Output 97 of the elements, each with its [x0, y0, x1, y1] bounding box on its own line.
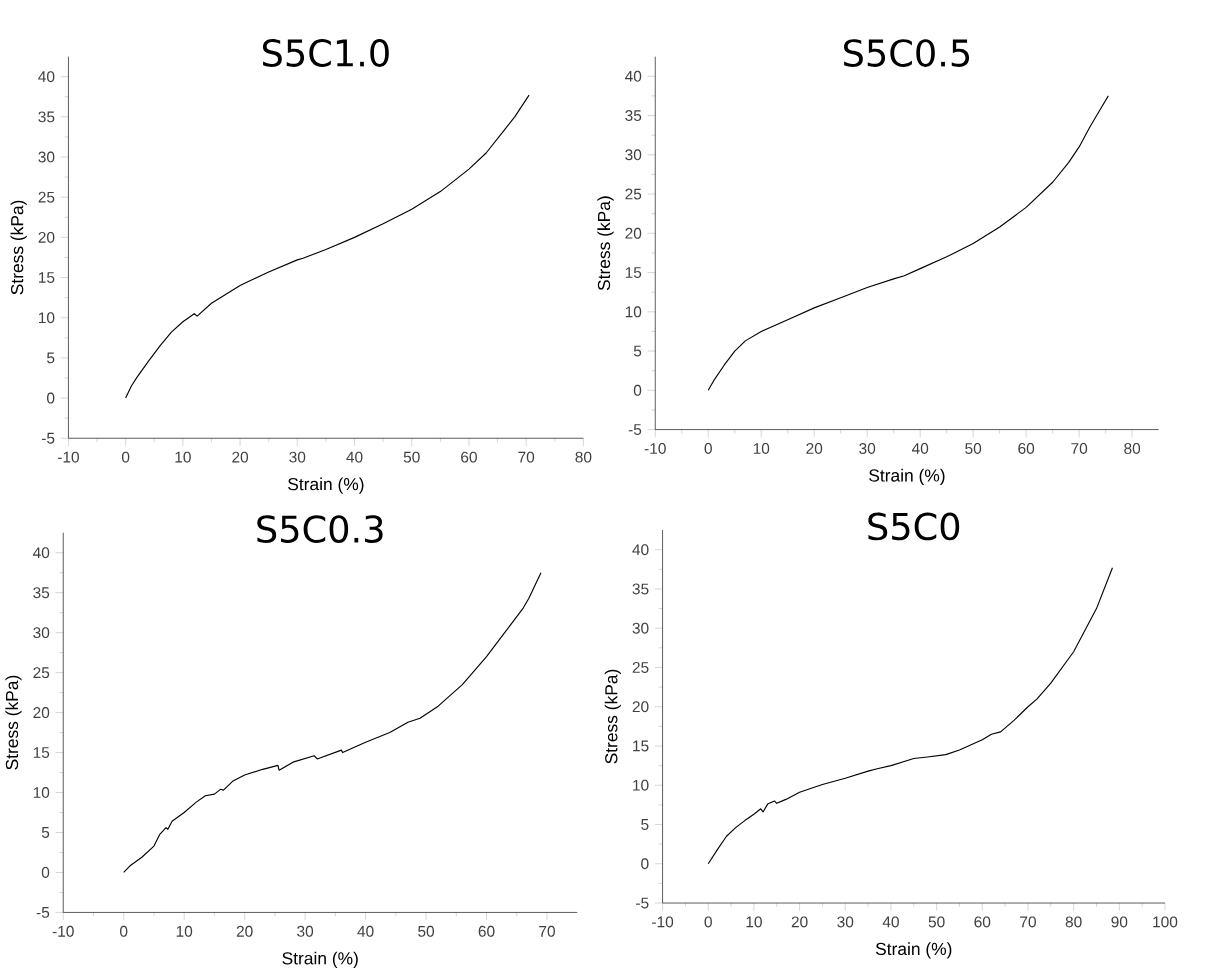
x-tick-label: 0	[120, 925, 128, 937]
x-tick-label: 80	[1065, 916, 1082, 928]
y-axis-title: Stress (kPa)	[5, 675, 22, 770]
x-tick-label: 30	[297, 925, 314, 937]
y-tick-label: 5	[41, 826, 50, 838]
y-axis-title: Stress (kPa)	[604, 669, 621, 764]
y-tick-label: 10	[633, 779, 649, 791]
x-tick-label: 30	[837, 916, 854, 928]
y-tick-label: -5	[36, 906, 50, 918]
x-tick-label: 60	[1018, 442, 1035, 454]
x-tick-label: 70	[1071, 442, 1088, 454]
y-tick-label: 5	[641, 818, 649, 830]
x-tick-label: 0	[121, 451, 130, 463]
y-tick-label: 20	[625, 227, 642, 239]
x-tick-label: -10	[644, 442, 666, 454]
x-tick-label: 10	[176, 925, 193, 937]
line-series	[707, 95, 1109, 391]
y-tick-label: 40	[38, 71, 55, 83]
y-tick-label: 15	[38, 272, 55, 283]
y-tick-label: 0	[641, 858, 649, 870]
y-tick-label: 30	[632, 622, 649, 634]
x-tick-label: 20	[791, 916, 808, 928]
x-tick-label: 80	[1124, 442, 1141, 454]
y-tick-label: 40	[32, 547, 50, 559]
y-tick-label: 0	[633, 384, 642, 396]
y-tick-label: 30	[38, 151, 55, 163]
y-tick-label: 40	[625, 70, 642, 82]
y-tick-label: 15	[33, 747, 50, 758]
line-series	[707, 567, 1114, 865]
x-tick-label: 0	[704, 442, 712, 454]
y-tick-label: -5	[41, 432, 55, 444]
y-tick-label: 25	[38, 191, 55, 203]
x-tick-label: 30	[289, 451, 306, 463]
x-tick-label: 10	[753, 442, 770, 454]
y-tick-label: 20	[38, 231, 55, 243]
y-tick-label: 35	[632, 583, 649, 595]
y-tick-label: 20	[33, 706, 50, 718]
x-tick-label: 20	[232, 451, 249, 463]
y-tick-label: 10	[33, 786, 50, 798]
y-tick-label: 25	[632, 661, 649, 673]
y-tick-label: 35	[33, 587, 50, 599]
x-tick-label: 70	[539, 925, 555, 937]
y-tick-label: 40	[632, 544, 649, 556]
x-tick-label: 0	[704, 916, 712, 928]
y-tick-label: -5	[628, 424, 642, 435]
chart-title: S5C0	[868, 512, 960, 541]
x-tick-label: 20	[236, 925, 253, 937]
x-tick-label: 70	[518, 451, 535, 463]
y-tick-label: 10	[625, 306, 642, 318]
x-tick-label: 50	[928, 916, 945, 928]
chart-title: S5C0.3	[257, 515, 383, 543]
y-tick-label: 5	[633, 345, 642, 357]
y-tick-label: 10	[38, 312, 55, 324]
y-tick-label: 5	[47, 352, 55, 364]
x-tick-label: 70	[1020, 916, 1036, 928]
x-tick-label: 50	[403, 451, 420, 463]
y-tick-label: 30	[33, 627, 50, 638]
x-axis-title: Strain (%)	[282, 951, 358, 968]
y-tick-label: 0	[47, 392, 55, 404]
line-series	[125, 94, 530, 399]
y-axis-title: Stress (kPa)	[10, 200, 27, 295]
x-tick-label: 40	[911, 442, 929, 454]
line-series	[123, 572, 542, 873]
y-tick-label: 20	[632, 701, 649, 713]
x-tick-label: 40	[357, 925, 374, 937]
y-axis-title: Stress (kPa)	[597, 196, 614, 291]
chart-title: S5C1.0	[262, 38, 389, 67]
x-axis-title: Strain (%)	[288, 477, 364, 494]
x-tick-label: 20	[806, 442, 823, 454]
y-tick-label: 0	[41, 866, 50, 878]
x-tick-label: 30	[859, 442, 876, 454]
y-tick-label: -5	[636, 897, 649, 909]
x-axis-title: Strain (%)	[875, 942, 952, 959]
chart-title: S5C0.5	[844, 39, 970, 67]
x-tick-label: 60	[974, 916, 991, 928]
y-tick-label: 15	[633, 740, 649, 752]
x-tick-label: 10	[175, 451, 191, 463]
y-tick-label: 25	[625, 188, 642, 200]
x-tick-label: 100	[1153, 916, 1178, 928]
y-tick-label: 15	[625, 267, 642, 278]
y-tick-label: 25	[33, 667, 50, 678]
y-tick-label: 35	[625, 109, 642, 121]
x-axis-title: Strain (%)	[869, 468, 945, 485]
x-tick-label: 40	[346, 451, 363, 463]
x-tick-label: -10	[52, 925, 74, 937]
x-tick-label: 60	[461, 451, 477, 463]
x-tick-label: -10	[57, 451, 79, 463]
x-tick-label: -10	[652, 916, 674, 928]
x-tick-label: 60	[478, 925, 495, 937]
x-tick-label: 90	[1111, 916, 1128, 928]
y-tick-label: 30	[625, 149, 642, 161]
x-tick-label: 80	[575, 451, 592, 463]
x-tick-label: 50	[965, 442, 982, 454]
x-tick-label: 40	[882, 916, 899, 928]
y-tick-label: 35	[38, 111, 55, 123]
x-tick-label: 10	[746, 916, 762, 928]
x-tick-label: 50	[418, 925, 435, 937]
